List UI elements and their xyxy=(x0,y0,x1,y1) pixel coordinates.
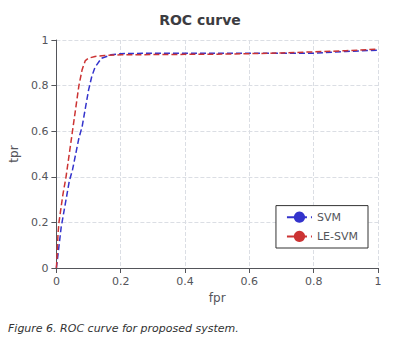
svg-text:0.4: 0.4 xyxy=(31,170,49,183)
svg-text:SVM: SVM xyxy=(317,211,341,224)
svg-text:1: 1 xyxy=(375,275,382,288)
svg-text:0: 0 xyxy=(41,262,48,275)
svg-text:1: 1 xyxy=(41,34,48,47)
svg-text:0.2: 0.2 xyxy=(112,275,130,288)
svg-text:0.6: 0.6 xyxy=(31,125,49,138)
svg-text:0.2: 0.2 xyxy=(31,216,49,229)
svg-text:0.6: 0.6 xyxy=(241,275,258,288)
svg-text:ROC curve: ROC curve xyxy=(159,12,241,28)
svg-text:tpr: tpr xyxy=(7,145,21,162)
svg-text:LE-SVM: LE-SVM xyxy=(317,230,358,243)
svg-text:fpr: fpr xyxy=(209,291,226,305)
svg-text:0.8: 0.8 xyxy=(305,275,323,288)
svg-text:Figure 6. ROC curve for propos: Figure 6. ROC curve for proposed system. xyxy=(8,322,239,335)
svg-text:0: 0 xyxy=(53,275,60,288)
svg-text:0.4: 0.4 xyxy=(176,275,194,288)
svg-text:0.8: 0.8 xyxy=(31,79,49,92)
